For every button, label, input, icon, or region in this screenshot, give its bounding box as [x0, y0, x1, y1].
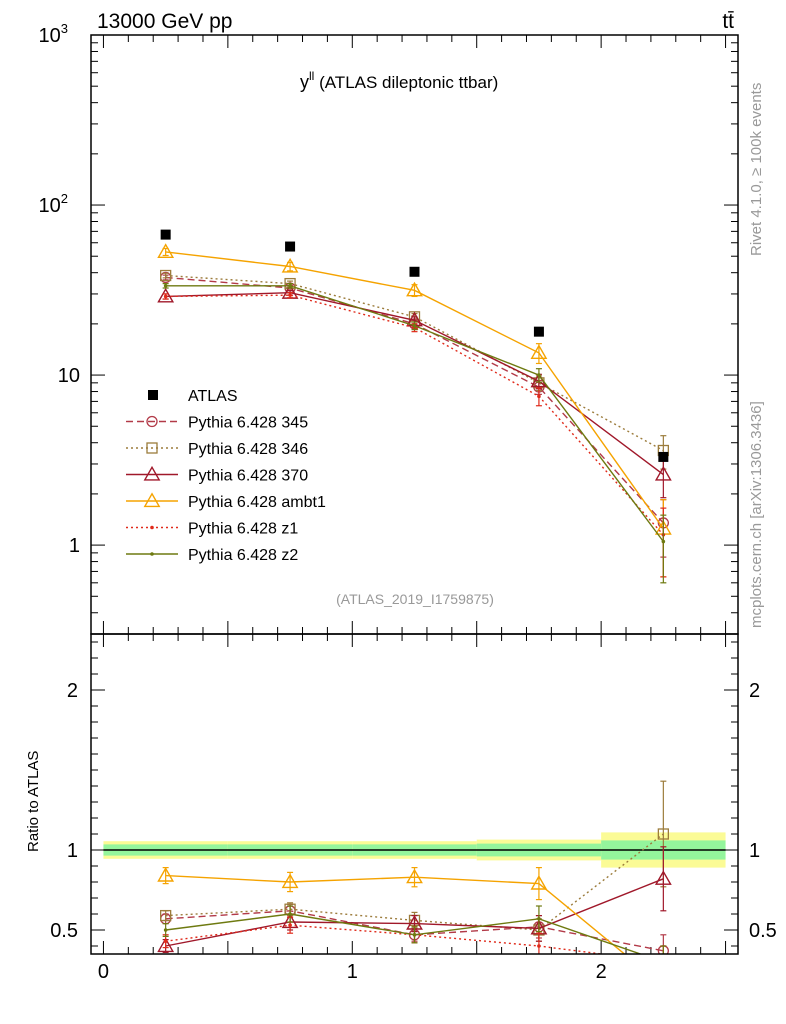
main-series-point [157, 287, 175, 303]
ratio-series-point [412, 933, 417, 937]
main-data-layer [160, 229, 669, 462]
atlas-data-point [160, 229, 171, 240]
legend: ATLAS Pythia 6.428 345 Pythia 6.428 346 Pyt… [126, 388, 326, 564]
legend-label: Pythia 6.428 z2 [188, 547, 298, 564]
analysis-label: (ATLAS_2019_I1759875) [336, 591, 494, 607]
ratio-y-tick-label: 1 [67, 840, 78, 862]
legend-marker [146, 415, 158, 428]
x-tick-label: 0 [98, 961, 109, 983]
main-y-tick-label: 102 [39, 191, 68, 217]
main-series-point [537, 394, 541, 399]
main-y-tick-base: 10 [39, 25, 61, 47]
main-series-point [281, 257, 299, 273]
rivet-version-label: Rivet 4.1.0, ≥ 100k events [748, 83, 765, 256]
main-y-tick-base: 10 [39, 195, 61, 217]
main-series-point [406, 281, 423, 297]
atlas-data-point [658, 451, 669, 462]
ratio-series-point [662, 960, 666, 964]
ratio-plot-panel: 0.5 0.5 1 1 2 2 0 1 2 Ratio to ATLAS [25, 633, 777, 992]
ratio-series-point [157, 866, 175, 882]
x-tick-labels: 0 1 2 [98, 961, 607, 983]
ratio-series-point [163, 928, 168, 932]
ratio-series-point [537, 917, 541, 921]
mcplots-label: mcplots.cern.ch [arXiv:1306.3436] [748, 401, 765, 628]
legend-label: Pythia 6.428 z1 [188, 521, 298, 538]
ratio-plot-frame [90, 633, 739, 955]
main-series-point [288, 283, 292, 288]
main-series-layer [157, 243, 672, 584]
main-series-point [661, 539, 666, 544]
main-series-point [288, 293, 292, 297]
main-series-point [654, 465, 672, 481]
ratio-series-point [281, 873, 299, 889]
main-series-line-1 [165, 274, 664, 452]
ratio-uncertainty-bands [103, 832, 726, 868]
ratio-series-point [288, 923, 292, 927]
main-series-point [163, 283, 168, 288]
main-y-tick-label: 10 [58, 365, 80, 387]
ratio-series-point [662, 960, 666, 964]
atlas-data-point [285, 241, 296, 252]
main-y-tick-label: 103 [39, 21, 68, 47]
atlas-data-point [533, 326, 544, 337]
ratio-series-line-1 [165, 833, 664, 931]
ratio-series-point [656, 979, 670, 992]
legend-marker [146, 442, 158, 454]
ratio-series-point [157, 937, 175, 953]
x-tick-label: 2 [596, 961, 607, 983]
ratio-y-tick-labels: 0.5 0.5 1 1 2 2 [50, 680, 777, 942]
main-y-tick-exponent: 2 [61, 191, 68, 206]
header-energy-label: 13000 GeV pp [97, 10, 232, 33]
ratio-y-tick-label: 2 [67, 680, 78, 702]
legend-label: Pythia 6.428 ambt1 [188, 494, 326, 511]
legend-label: Pythia 6.428 370 [188, 468, 308, 485]
main-series-point [160, 269, 172, 282]
main-plot-frame [90, 34, 739, 635]
ratio-series-point [654, 870, 672, 885]
legend-atlas-marker [148, 390, 158, 400]
legend-label: Pythia 6.428 345 [188, 415, 308, 432]
ratio-y-tick-label: 0.5 [50, 920, 78, 942]
main-series-point [530, 344, 548, 360]
plot-title-sup: ll [309, 69, 314, 83]
main-y-tick-exponent: 3 [61, 21, 68, 36]
legend-atlas-label: ATLAS [188, 388, 238, 405]
legend-marker [150, 552, 154, 556]
ratio-series-point [657, 828, 669, 840]
main-axis-ticks [91, 34, 738, 635]
ratio-series-point [160, 909, 172, 922]
plot-title-rest: (ATLAS dileptonic ttbar) [314, 73, 498, 92]
main-series-point [163, 294, 168, 299]
ratio-series-layer [157, 780, 672, 992]
ratio-y-tick-label-right: 0.5 [749, 920, 777, 942]
ratio-y-tick-label-right: 2 [749, 680, 760, 702]
main-y-tick-label: 1 [69, 535, 80, 557]
ratio-series-point [530, 874, 548, 890]
atlas-data-point [409, 266, 420, 277]
plot-title: yll (ATLAS dileptonic ttbar) [300, 69, 498, 92]
legend-marker [143, 465, 161, 481]
main-series-point [412, 323, 417, 328]
header-process-label: tt̄ [722, 10, 734, 33]
plot-title-var: y [300, 72, 309, 92]
legend-marker [143, 492, 161, 508]
main-series-point [157, 243, 175, 259]
ratio-series-point [163, 939, 168, 943]
legend-label: Pythia 6.428 346 [188, 441, 308, 458]
x-tick-label: 1 [347, 961, 358, 983]
ratio-series-point [406, 868, 423, 884]
ratio-series-point [537, 944, 541, 948]
main-series-point [537, 373, 541, 377]
legend-marker [150, 525, 154, 530]
ratio-y-tick-label-right: 1 [749, 840, 760, 862]
ratio-series-line-0 [165, 910, 664, 952]
ratio-series-point [288, 912, 292, 916]
ratio-axis-ticks [91, 634, 738, 954]
ratio-y-axis-label: Ratio to ATLAS [25, 751, 42, 852]
